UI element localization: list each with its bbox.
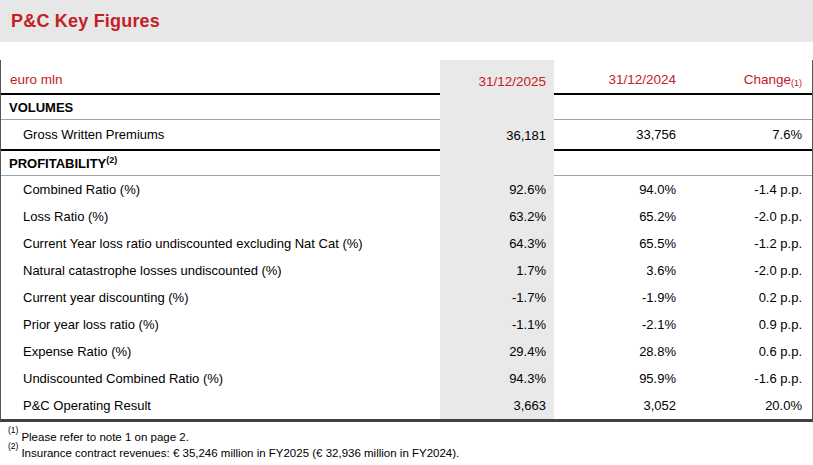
table-row: P&C Operating Result3,6633,05220.0% bbox=[1, 392, 812, 419]
value-2025 bbox=[440, 95, 554, 120]
table-row: Combined Ratio (%)92.6%94.0%-1.4 p.p. bbox=[1, 176, 812, 203]
table-row: Current Year loss ratio undiscounted exc… bbox=[1, 230, 812, 257]
value-2025: 92.6% bbox=[440, 176, 554, 203]
value-change: -1.2 p.p. bbox=[684, 230, 812, 257]
value-change bbox=[684, 151, 812, 176]
row-label: P&C Operating Result bbox=[1, 392, 440, 419]
key-figures-table: euro mln 31/12/2025 31/12/2024 Change(1)… bbox=[0, 60, 813, 422]
value-change: -1.6 p.p. bbox=[684, 365, 812, 392]
value-2024: 33,756 bbox=[554, 120, 684, 151]
footnote-1-text: Please refer to note 1 on page 2. bbox=[21, 431, 189, 443]
header-col-change: Change(1) bbox=[684, 60, 812, 95]
value-2024: -2.1% bbox=[554, 311, 684, 338]
value-2024 bbox=[554, 151, 684, 176]
section-row: PROFITABILITY(2) bbox=[1, 151, 812, 176]
section-label: VOLUMES bbox=[1, 95, 440, 120]
value-2024: 65.2% bbox=[554, 203, 684, 230]
value-change: 20.0% bbox=[684, 392, 812, 419]
table-row: Prior year loss ratio (%)-1.1%-2.1%0.9 p… bbox=[1, 311, 812, 338]
value-2025 bbox=[440, 151, 554, 176]
document-page: P&C Key Figures euro mln 31/12/2025 31/1… bbox=[0, 0, 813, 465]
footnote-1-marker: (1) bbox=[8, 425, 18, 435]
table-row: Expense Ratio (%)29.4%28.8%0.6 p.p. bbox=[1, 338, 812, 365]
value-2025: -1.1% bbox=[440, 311, 554, 338]
page-title: P&C Key Figures bbox=[11, 11, 160, 32]
value-2024: 95.9% bbox=[554, 365, 684, 392]
value-2025: 64.3% bbox=[440, 230, 554, 257]
table-row: Gross Written Premiums36,18133,7567.6% bbox=[1, 120, 812, 151]
table-header-row: euro mln 31/12/2025 31/12/2024 Change(1) bbox=[1, 60, 812, 95]
value-2025: 94.3% bbox=[440, 365, 554, 392]
table-row: Undiscounted Combined Ratio (%)94.3%95.9… bbox=[1, 365, 812, 392]
footnote-2: (2)Insurance contract revenues: € 35,246… bbox=[8, 445, 813, 461]
footnotes: (1)Please refer to note 1 on page 2. (2)… bbox=[0, 429, 813, 461]
row-label: Current Year loss ratio undiscounted exc… bbox=[1, 230, 440, 257]
value-2024: 28.8% bbox=[554, 338, 684, 365]
header-change-text: Change bbox=[744, 72, 791, 87]
value-change: 7.6% bbox=[684, 120, 812, 151]
row-label: Current year discounting (%) bbox=[1, 284, 440, 311]
footnote-1: (1)Please refer to note 1 on page 2. bbox=[8, 429, 813, 445]
footnote-2-marker: (2) bbox=[8, 441, 18, 451]
value-2025: 63.2% bbox=[440, 203, 554, 230]
header-col-2024: 31/12/2024 bbox=[554, 60, 684, 95]
table-row: Natural catastrophe losses undiscounted … bbox=[1, 257, 812, 284]
value-2024 bbox=[554, 95, 684, 120]
footnote-2-text: Insurance contract revenues: € 35,246 mi… bbox=[21, 447, 459, 459]
table-body: VOLUMESGross Written Premiums36,18133,75… bbox=[1, 95, 812, 419]
value-2024: 3.6% bbox=[554, 257, 684, 284]
value-2025: 3,663 bbox=[440, 392, 554, 419]
value-2025: 1.7% bbox=[440, 257, 554, 284]
value-2024: -1.9% bbox=[554, 284, 684, 311]
value-2025: 36,181 bbox=[440, 120, 554, 151]
header-col-2025: 31/12/2025 bbox=[440, 60, 554, 95]
row-label: Prior year loss ratio (%) bbox=[1, 311, 440, 338]
value-2025: -1.7% bbox=[440, 284, 554, 311]
row-label: Combined Ratio (%) bbox=[1, 176, 440, 203]
title-bar: P&C Key Figures bbox=[0, 0, 813, 42]
value-change: -2.0 p.p. bbox=[684, 203, 812, 230]
value-2024: 3,052 bbox=[554, 392, 684, 419]
row-label: Expense Ratio (%) bbox=[1, 338, 440, 365]
table-row: Loss Ratio (%)63.2%65.2%-2.0 p.p. bbox=[1, 203, 812, 230]
section-label: PROFITABILITY(2) bbox=[1, 151, 440, 176]
row-label: Natural catastrophe losses undiscounted … bbox=[1, 257, 440, 284]
value-2024: 65.5% bbox=[554, 230, 684, 257]
row-label: Loss Ratio (%) bbox=[1, 203, 440, 230]
value-change: 0.9 p.p. bbox=[684, 311, 812, 338]
value-change bbox=[684, 95, 812, 120]
value-change: 0.2 p.p. bbox=[684, 284, 812, 311]
section-row: VOLUMES bbox=[1, 95, 812, 120]
value-2025: 29.4% bbox=[440, 338, 554, 365]
row-label: Undiscounted Combined Ratio (%) bbox=[1, 365, 440, 392]
value-change: 0.6 p.p. bbox=[684, 338, 812, 365]
row-label: Gross Written Premiums bbox=[1, 120, 440, 151]
value-change: -2.0 p.p. bbox=[684, 257, 812, 284]
table-row: Current year discounting (%)-1.7%-1.9%0.… bbox=[1, 284, 812, 311]
header-unit-label: euro mln bbox=[1, 60, 440, 95]
value-2024: 94.0% bbox=[554, 176, 684, 203]
value-change: -1.4 p.p. bbox=[684, 176, 812, 203]
